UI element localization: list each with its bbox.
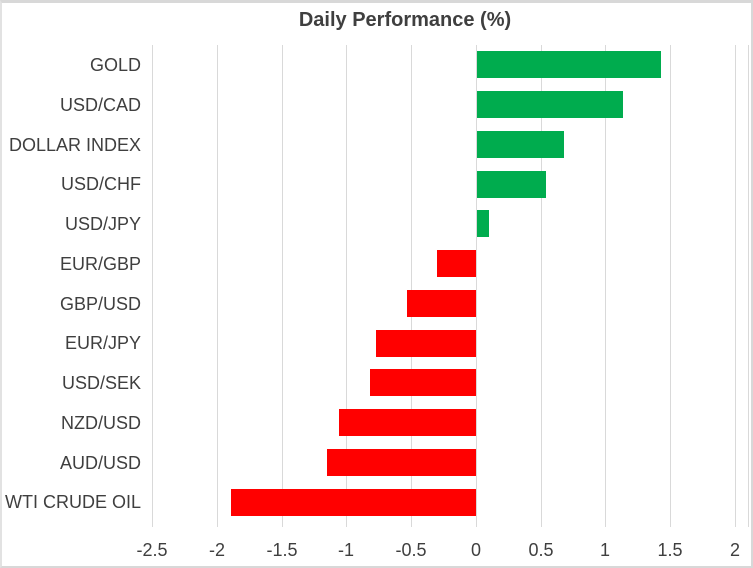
x-tick-label-1.5: 1.5 <box>657 540 683 560</box>
bar-eur-gbp <box>437 250 476 277</box>
bar-usd-sek <box>370 369 476 396</box>
category-label-aud-usd: AUD/USD <box>59 453 141 473</box>
bar-nzd-usd <box>339 409 476 436</box>
bar-usd-jpy <box>477 210 489 237</box>
x-tick-label--0.5: -0.5 <box>395 540 427 560</box>
category-axis: GOLD USD/CAD DOLLAR INDEX USD/CHF USD/JPY EUR… <box>2 45 141 522</box>
category-label-usd-cad: USD/CAD <box>59 95 141 115</box>
bar-aud-usd <box>327 449 476 476</box>
x-tick-label--1: -1 <box>337 540 354 560</box>
value-axis: -2.5 -2 -1.5 -1 -0.5 0 0.5 1 1.5 2 <box>136 540 748 564</box>
gridline--2.5 <box>152 45 153 527</box>
category-label-dollar-index: DOLLAR INDEX <box>8 135 141 155</box>
category-label-eur-gbp: EUR/GBP <box>59 254 141 274</box>
x-tick-label--2.5: -2.5 <box>136 540 168 560</box>
bar-gbp-usd <box>407 290 476 317</box>
x-tick-label--1.5: -1.5 <box>266 540 298 560</box>
category-label-eur-jpy: EUR/JPY <box>64 333 141 353</box>
x-tick-label-2: 2 <box>729 540 740 560</box>
gridline-1 <box>605 45 606 527</box>
category-label-usd-chf: USD/CHF <box>61 174 141 194</box>
category-label-usd-sek: USD/SEK <box>61 373 141 393</box>
x-tick-label-1: 1 <box>599 540 610 560</box>
x-tick-label-0: 0 <box>470 540 481 560</box>
category-label-usd-jpy: USD/JPY <box>64 214 141 234</box>
gridline-2 <box>735 45 736 527</box>
gridline--1 <box>346 45 347 527</box>
bar-gold <box>477 51 661 78</box>
bar-eur-jpy <box>376 330 476 357</box>
category-label-nzd-usd: NZD/USD <box>61 413 141 433</box>
x-tick-label--2: -2 <box>208 540 225 560</box>
plot-right-border <box>748 45 749 527</box>
bar-dollar-index <box>477 131 564 158</box>
category-label-wti-crude-oil: WTI CRUDE OIL <box>4 492 141 512</box>
x-tick-label-0.5: 0.5 <box>528 540 554 560</box>
bar-usd-chf <box>477 171 546 198</box>
gridline-1.5 <box>670 45 671 527</box>
gridline--2 <box>217 45 218 527</box>
gridline--1.5 <box>282 45 283 527</box>
bar-usd-cad <box>477 91 623 118</box>
chart-title: Daily Performance (%) <box>298 9 512 31</box>
gridline-0.5 <box>541 45 542 527</box>
gridline-0 <box>476 45 477 527</box>
gridline--0.5 <box>411 45 412 527</box>
category-label-gold: GOLD <box>89 55 141 75</box>
plot-area <box>152 45 749 527</box>
category-label-gbp-usd: GBP/USD <box>59 294 141 314</box>
bar-wti-crude-oil <box>231 489 476 516</box>
